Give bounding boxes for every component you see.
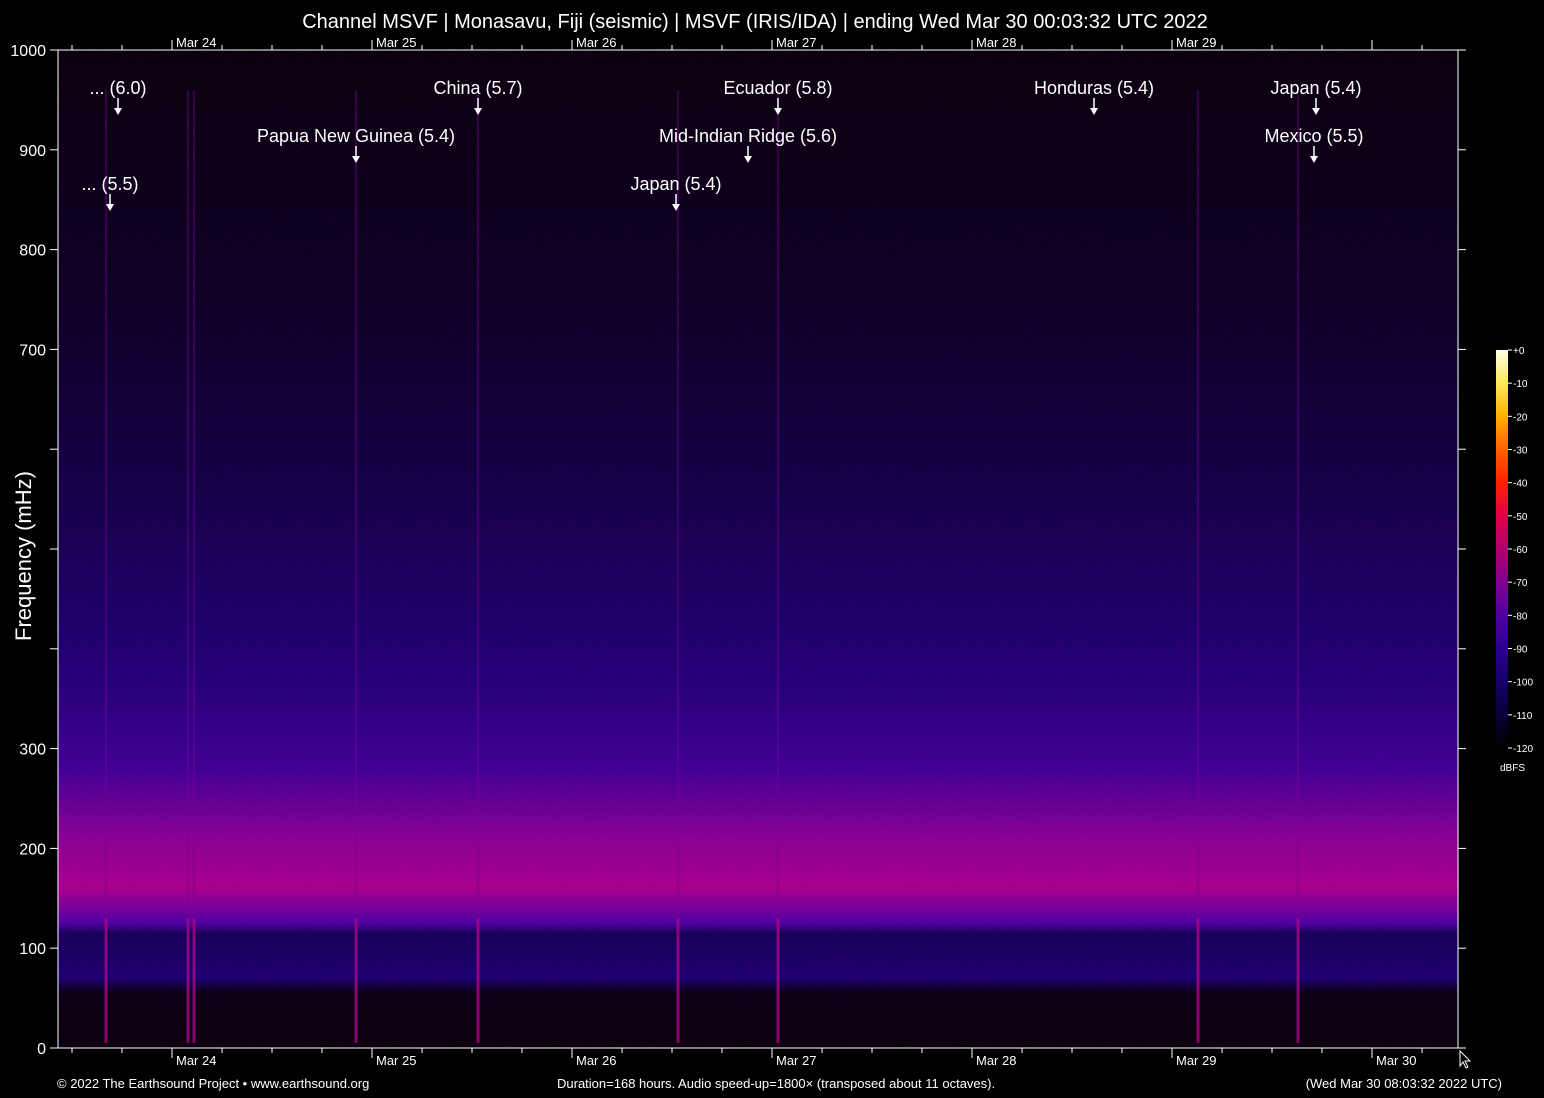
footer-timestamp: (Wed Mar 30 08:03:32 2022 UTC) [1306,1076,1502,1091]
x-tick-label: Mar 27 [776,1053,816,1068]
y-axis-label: Frequency (mHz) [11,471,36,641]
x-tick-label-top: Mar 26 [576,35,616,50]
earthquake-annotation: Mexico (5.5) [1264,126,1364,163]
colorbar-tick-label: -110 [1513,711,1533,722]
y-tick-label: 900 [19,143,46,160]
y-tick-label: 800 [19,243,46,260]
colorbar-tick-label: -60 [1513,545,1528,556]
colorbar-tick-label: -100 [1513,678,1533,689]
colorbar-tick-label: -120 [1513,744,1533,755]
y-tick-label: 300 [19,742,46,759]
cursor-icon [1459,1049,1472,1069]
event-lines [104,89,1300,1044]
earthquake-annotation: Ecuador (5.8) [723,78,833,115]
spectrogram-noise [58,50,1458,1048]
colorbar-tick-label: -20 [1513,412,1528,423]
x-tick-label: Mar 25 [376,1053,416,1068]
x-tick-label: Mar 26 [576,1053,616,1068]
colorbar-tick-label: -70 [1513,578,1528,589]
x-tick-label-top: Mar 29 [1176,35,1216,50]
y-tick-label: 0 [37,1041,46,1058]
annotation-label: Japan (5.4) [1270,78,1361,98]
footer-duration: Duration=168 hours. Audio speed-up=1800×… [557,1076,995,1091]
down-arrow-icon [744,156,752,163]
down-arrow-icon [474,108,482,115]
annotation-label: China (5.7) [433,78,522,98]
x-tick-label: Mar 29 [1176,1053,1216,1068]
annotation-label: Mexico (5.5) [1264,126,1363,146]
down-arrow-icon [672,204,680,211]
annotation-label: ... (5.5) [81,174,138,194]
x-tick-label: Mar 28 [976,1053,1016,1068]
down-arrow-icon [1310,156,1318,163]
colorbar-tick-label: +0 [1513,346,1525,357]
y-tick-label: 1000 [10,43,46,60]
earthquake-annotation: China (5.7) [433,78,523,115]
plot-area [57,49,1459,1049]
colorbar-gradient [1496,350,1508,748]
colorbar-tick-label: -90 [1513,645,1528,656]
x-tick-label-top: Mar 28 [976,35,1016,50]
earthquake-annotation: Honduras (5.4) [1034,78,1154,115]
earthquake-annotation: Japan (5.4) [630,174,722,211]
annotation-label: ... (6.0) [89,78,146,98]
colorbar-tick-label: -10 [1513,379,1528,390]
colorbar-tick-label: -30 [1513,446,1528,457]
down-arrow-icon [1312,108,1320,115]
y-tick-label: 100 [19,941,46,958]
x-axis: Mar 24 Mar 24 Mar 25 Mar 25 Mar 26 Mar 26 Mar … [71,35,1423,1068]
earthquake-annotation: Mid-Indian Ridge (5.6) [659,126,837,163]
earthquake-annotations: ... (6.0) ... (5.5) Papua New Guinea (5.4)… [81,78,1364,211]
y-axis: 0 100 200 300 700 800 900 1000 [10,43,1466,1058]
x-tick-label: Mar 30 [1376,1053,1416,1068]
down-arrow-icon [1090,108,1098,115]
colorbar-legend: +0 -10 -20 -30 -40 -50 -60 -70 -80 -90 -100 -110 -12… [1496,346,1533,774]
earthquake-annotation: Papua New Guinea (5.4) [257,126,455,163]
x-tick-label: Mar 24 [176,1053,216,1068]
down-arrow-icon [114,108,122,115]
annotation-label: Honduras (5.4) [1034,78,1154,98]
colorbar-unit: dBFS [1500,763,1525,774]
x-tick-label-top: Mar 24 [176,35,216,50]
chart-title: Channel MSVF | Monasavu, Fiji (seismic) … [302,11,1208,33]
annotation-label: Japan (5.4) [630,174,721,194]
annotation-label: Ecuador (5.8) [723,78,832,98]
footer-copyright: © 2022 The Earthsound Project • www.eart… [57,1076,369,1091]
down-arrow-icon [106,204,114,211]
earthquake-annotation: Japan (5.4) [1270,78,1362,115]
annotation-label: Papua New Guinea (5.4) [257,126,455,146]
colorbar-tick-label: -50 [1513,512,1528,523]
earthquake-annotation: ... (5.5) [81,174,139,211]
y-tick-label: 200 [19,841,46,858]
earthquake-annotation: ... (6.0) [89,78,147,115]
down-arrow-icon [774,108,782,115]
y-tick-label: 700 [19,342,46,359]
x-tick-label-top: Mar 25 [376,35,416,50]
x-tick-label-top: Mar 27 [776,35,816,50]
down-arrow-icon [352,156,360,163]
annotation-label: Mid-Indian Ridge (5.6) [659,126,837,146]
colorbar-tick-label: -80 [1513,611,1528,622]
colorbar-tick-label: -40 [1513,479,1528,490]
